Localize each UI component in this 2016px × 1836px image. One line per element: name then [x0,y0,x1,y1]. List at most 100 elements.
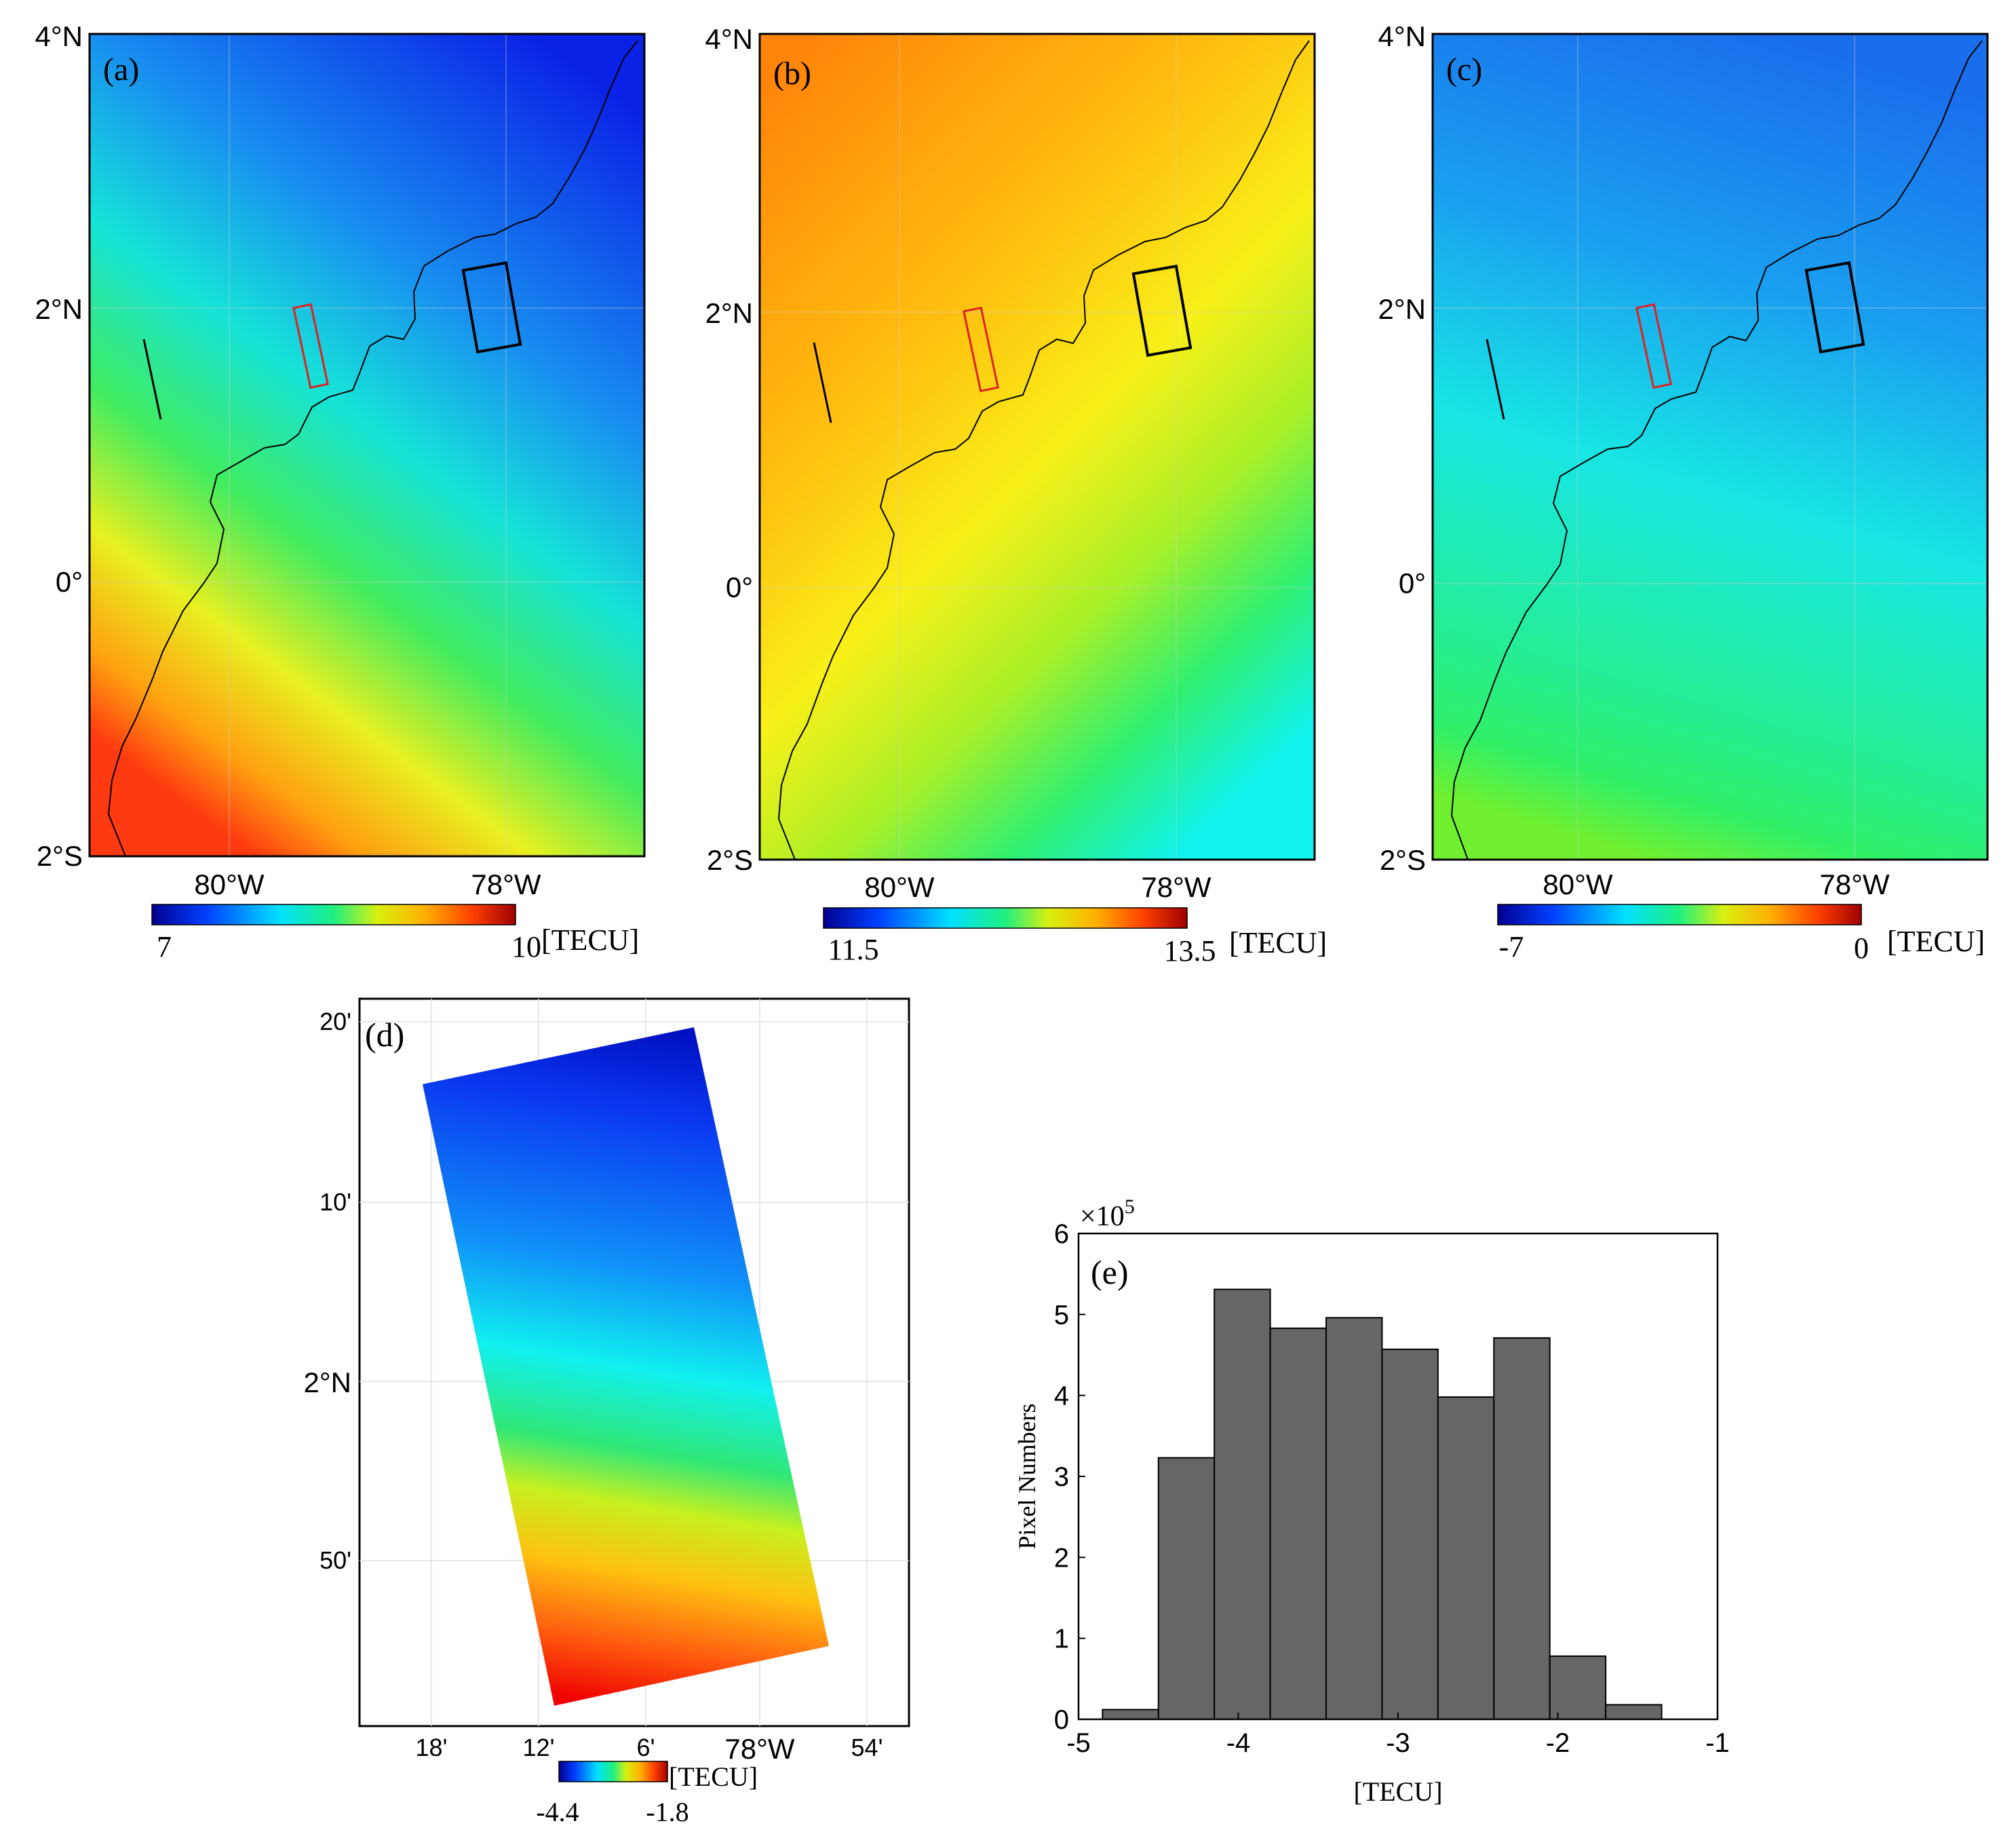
panel-a: (a) 4°N 2°N 0° 2°S 80°W 78°W 7 10 [TECU] [35,20,646,963]
frame-c [1431,33,1989,861]
lat-ticks-b: 4°N 2°N 0° 2°S [705,23,754,876]
lon-tick: 78°W [1141,871,1211,903]
panel-b: (b) 4°N 2°N 0° 2°S 80°W 78°W 11.5 13.5 [… [705,23,1327,968]
histogram-bar [1381,1348,1439,1720]
histogram-bar [1493,1337,1551,1720]
lon-tick: 80°W [864,871,935,903]
histogram-bar [1549,1655,1607,1720]
y-tick-label: 3 [1054,1462,1069,1492]
track-line-a [142,339,162,420]
histogram-bar [1157,1457,1216,1720]
lat-tick: 10' [319,1188,351,1216]
lat-ticks-c: 4°N 2°N 0° 2°S [1378,20,1427,876]
lat-tick: 2°N [705,297,754,329]
lat-tick: 20' [319,1008,351,1035]
map-field-c [1433,34,1988,860]
panel-d: (d) 20' 10' 2°N 50' 18' 12' 6' 78°W 54' … [304,997,910,1827]
x-ticks-e: -5 -4 -3 -2 -1 [1066,1713,1730,1758]
lat-ticks-a: 4°N 2°N 0° 2°S [35,20,83,872]
grid-b [760,34,1315,860]
colorbar-c [1497,904,1862,925]
y-tick-label: 4 [1054,1381,1069,1411]
y-tick-label: 2 [1054,1543,1069,1573]
lon-tick: 78°W [1819,868,1890,900]
lat-tick: 0° [726,571,753,603]
colorbar-b [823,907,1188,929]
colorbar-unit-c: [TECU] [1887,925,1985,958]
insar-tec-swath [423,1027,829,1706]
histogram-bar [1269,1327,1327,1720]
lon-ticks-a: 80°W 78°W [194,868,541,900]
lon-tick: 78°W [471,868,541,900]
histogram-bar [1605,1704,1663,1721]
lat-tick: 2°N [1378,293,1427,325]
y-ticks-e: 0 1 2 3 4 5 6 [1054,1219,1085,1735]
x-tick-label: -3 [1386,1728,1410,1758]
lon-tick: 80°W [1543,868,1613,900]
colorbar-min-a: 7 [157,930,172,963]
lon-tick: 6' [637,1734,655,1761]
lon-tick: 78°W [724,1733,795,1765]
black-footprint-c [1804,261,1865,353]
colorbar-max-b: 13.5 [1164,934,1216,968]
y-tick-label: 6 [1054,1219,1069,1249]
histogram-bar [1102,1708,1159,1720]
colorbar-max-c: 0 [1854,932,1869,965]
panel-c: (c) 4°N 2°N 0° 2°S 80°W 78°W -7 0 [TECU] [1378,20,1989,965]
map-field-b [760,34,1315,860]
lat-tick: 2°N [35,293,83,325]
y-tick-label: 5 [1054,1300,1069,1330]
y-multiplier-exponent: 5 [1125,1196,1135,1218]
colorbar-max-d: -1.8 [646,1797,689,1827]
panel-label-b: (b) [773,56,811,92]
lon-ticks-b: 80°W 78°W [864,871,1211,903]
x-tick-label: -5 [1066,1728,1091,1758]
black-footprint-a [461,261,522,353]
lon-tick: 80°W [194,868,265,900]
lat-tick: 2°S [37,840,83,872]
panel-label-a: (a) [103,52,139,88]
track-line-b [813,342,832,423]
lat-tick: 50' [319,1546,351,1574]
grid-c [1433,34,1988,860]
histogram-bar [1437,1396,1495,1720]
lon-ticks-c: 80°W 78°W [1543,868,1890,900]
lon-tick: 54' [851,1734,883,1761]
lat-tick: 4°N [35,20,83,52]
y-axis-label: Pixel Numbers [1013,1404,1041,1550]
track-line-c [1486,339,1505,420]
frame-b [758,33,1316,861]
panel-label-d: (d) [365,1016,404,1054]
lon-tick: 18' [416,1734,448,1761]
y-tick-label: 1 [1054,1624,1069,1654]
frame-a [88,33,646,858]
lat-tick: 0° [1399,567,1426,599]
colorbar-unit-d: [TECU] [669,1761,758,1792]
grid-a [90,34,644,856]
red-footprint-a [292,303,329,389]
colorbar-unit-b: [TECU] [1229,926,1327,959]
lat-tick: 0° [56,566,83,598]
panel-label-c: (c) [1446,52,1482,88]
y-tick-label: 0 [1054,1705,1069,1735]
colorbar-min-d: -4.4 [536,1797,579,1827]
x-axis-label: [TECU] [1353,1776,1442,1807]
colorbar-min-b: 11.5 [828,933,878,966]
x-tick-label: -4 [1226,1728,1251,1758]
y-multiplier-base: ×10 [1080,1201,1125,1232]
histogram-bars [1102,1288,1663,1721]
lat-tick: 4°N [1378,20,1427,52]
coastline-c [1450,40,1983,860]
histogram-bar [1214,1288,1271,1720]
coastline-b [777,40,1310,860]
lat-tick: 4°N [705,23,754,55]
lat-tick: 2°S [1380,844,1426,876]
coastline-a [107,40,638,856]
red-footprint-b [963,306,999,393]
histogram-bar [1325,1317,1383,1720]
black-footprint-b [1131,265,1193,357]
colorbar-d [558,1761,668,1782]
colorbar-max-a: 10 [511,930,541,963]
